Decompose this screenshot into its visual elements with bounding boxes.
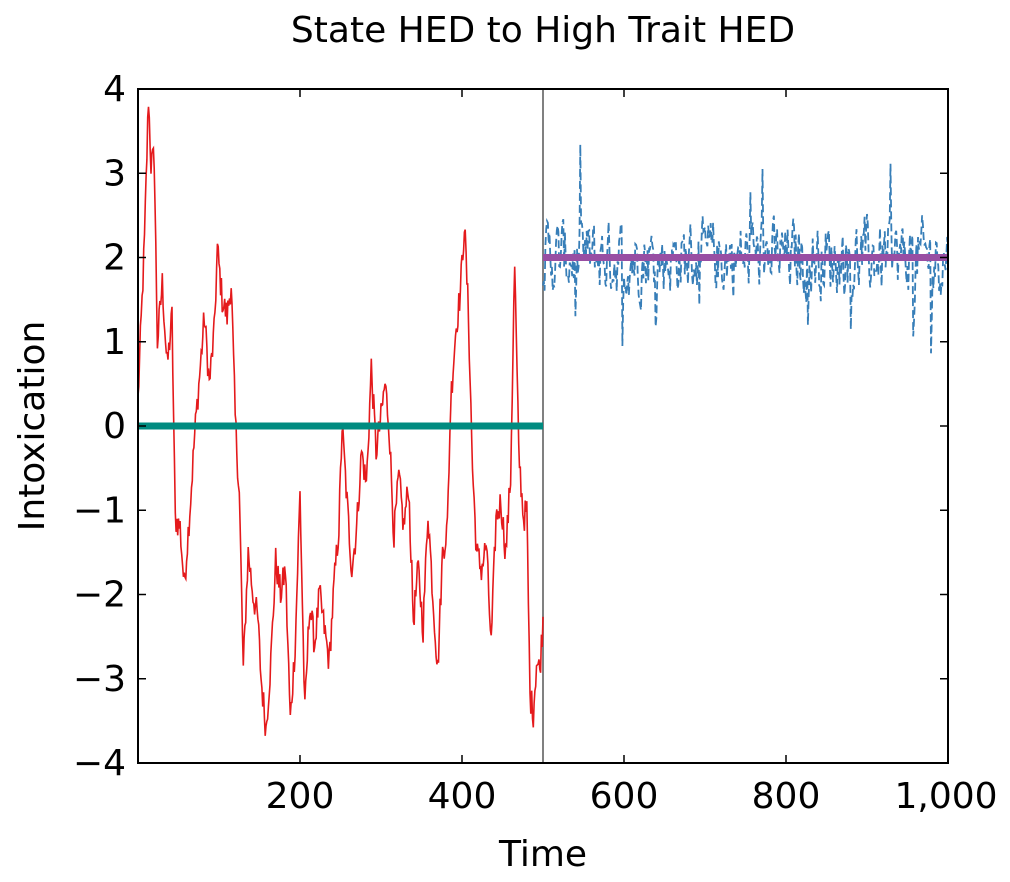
- y-tick-label: −1: [73, 490, 126, 531]
- y-tick-label: 2: [103, 238, 126, 279]
- x-tick-label: 600: [590, 776, 659, 817]
- x-tick-label: 1,000: [894, 776, 997, 817]
- y-tick-label: −4: [73, 743, 126, 784]
- x-tick-label: 400: [428, 776, 497, 817]
- y-tick-label: 4: [103, 69, 126, 110]
- series-line-blue: [542, 144, 948, 354]
- x-axis: 200 400 600 800 1,000: [266, 89, 998, 817]
- x-tick-label: 800: [752, 776, 821, 817]
- x-tick-label: 200: [266, 776, 335, 817]
- y-tick-label: 0: [103, 406, 126, 447]
- y-tick-label: 1: [103, 322, 126, 363]
- y-tick-label: 3: [103, 153, 126, 194]
- series-line-red: [138, 106, 544, 736]
- y-tick-label: −3: [73, 659, 126, 700]
- chart-title: State HED to High Trait HED: [291, 10, 795, 51]
- y-tick-label: −2: [73, 575, 126, 616]
- y-axis-label: Intoxication: [12, 321, 53, 532]
- y-axis: 4 3 2 1 0 −1 −2 −3 −4: [73, 69, 948, 784]
- x-axis-label: Time: [498, 834, 587, 875]
- plot-area: 200 400 600 800 1,000 4 3 2 1 0 −1 −2 −3 −4: [73, 69, 998, 817]
